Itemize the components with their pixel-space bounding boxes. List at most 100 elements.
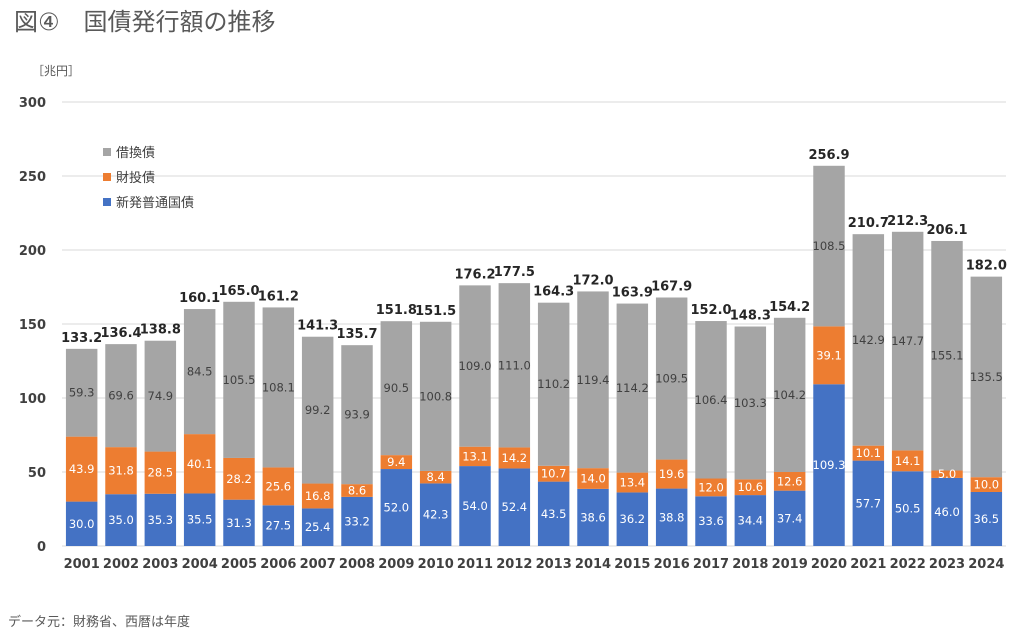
bar-segment [655,488,688,546]
bar-segment [498,468,531,546]
bar-segment [144,340,177,452]
legend-swatch [103,198,111,206]
segment-value-label: 33.6 [698,514,724,528]
segment-value-label: 10.6 [738,480,764,494]
total-label: 256.9 [808,148,849,163]
segment-value-label: 37.4 [777,511,803,525]
segment-value-label: 10.7 [541,467,567,481]
segment-value-label: 142.9 [852,333,885,347]
segment-value-label: 14.1 [895,454,921,468]
total-label: 176.2 [454,267,495,282]
segment-value-label: 31.8 [108,464,134,478]
legend-swatch [103,148,111,156]
bar-segment [459,285,491,447]
chart-title: 図④ 国債発行額の推移 [14,8,276,36]
total-label: 167.9 [651,280,692,295]
bar-segment [144,493,177,546]
segment-value-label: 114.2 [616,381,649,395]
y-tick-label: 300 [19,96,46,111]
bar-segment [380,469,413,546]
segment-value-label: 40.1 [187,457,213,471]
bar-segment [537,302,570,466]
x-tick-label: 2008 [339,557,375,572]
bar-segment [813,165,845,327]
bar-segment [459,446,491,467]
bar-segment [498,283,531,448]
x-tick-label: 2019 [772,557,808,572]
segment-value-label: 100.8 [419,389,452,403]
segment-value-label: 109.3 [813,458,846,472]
segment-value-label: 108.5 [813,239,846,253]
total-label: 151.5 [415,304,456,319]
total-label: 152.0 [690,303,731,318]
bar-segment [970,477,1003,492]
segment-value-label: 33.2 [344,514,370,528]
segment-value-label: 14.2 [502,451,528,465]
total-label: 177.5 [494,265,535,280]
segment-value-label: 38.8 [659,510,685,524]
segment-value-label: 109.5 [655,372,688,386]
bar-segment [183,309,216,435]
bar-segment [65,348,98,437]
bar-segment [931,470,963,478]
x-tick-label: 2018 [732,557,768,572]
segment-value-label: 90.5 [384,381,410,395]
legend-label: 財投債 [116,170,155,186]
bar-segment [852,445,885,461]
total-label: 212.3 [887,214,928,229]
bar-segment [891,231,924,451]
bar-segment [105,344,137,448]
total-label: 135.7 [336,327,377,342]
segment-value-label: 110.2 [537,377,570,391]
y-tick-label: 0 [37,540,46,555]
bar-segment [891,471,924,546]
bar-segment [537,481,570,546]
x-tick-label: 2007 [300,557,336,572]
segment-value-label: 25.6 [266,479,292,493]
x-tick-label: 2020 [811,557,847,572]
bar-segment [419,483,452,546]
segment-value-label: 35.0 [108,513,134,527]
total-label: 141.3 [297,319,338,334]
segment-value-label: 13.1 [462,449,488,463]
y-tick-label: 200 [19,244,46,259]
bar-segment [419,470,452,484]
segment-value-label: 27.5 [266,519,292,533]
bar-segment [380,455,413,470]
bar-segment [262,467,295,506]
segment-value-label: 36.5 [974,512,1000,526]
bar-segment [734,326,767,480]
segment-value-label: 135.5 [970,370,1003,384]
x-tick-label: 2014 [575,557,611,572]
bar-segment [262,307,295,468]
bar-segment [223,499,255,546]
segment-value-label: 8.6 [348,484,366,498]
segment-value-label: 104.2 [773,388,806,402]
total-label: 160.1 [179,291,220,306]
segment-value-label: 31.3 [226,516,252,530]
unit-label: ［兆円］ [32,64,80,78]
x-tick-label: 2012 [496,557,532,572]
bar-segment [459,466,491,546]
bar-segment [695,321,727,479]
x-tick-label: 2013 [536,557,572,572]
bar-segment [65,436,98,502]
segment-value-label: 57.7 [856,496,882,510]
y-tick-label: 50 [28,466,46,481]
x-tick-label: 2005 [221,557,257,572]
bar-segment [852,460,885,546]
bar-segment [970,491,1003,546]
total-label: 206.1 [926,223,967,238]
total-label: 138.8 [140,323,181,338]
bar-segment [655,297,688,460]
legend-label: 新発普通国債 [116,195,194,211]
segment-value-label: 28.5 [148,466,174,480]
bar-segment [419,321,452,471]
bar-segment [223,301,255,458]
bar-segment [734,495,767,546]
bar-segment [773,490,806,546]
bar-segment [498,447,531,469]
bar-segment [813,326,845,385]
